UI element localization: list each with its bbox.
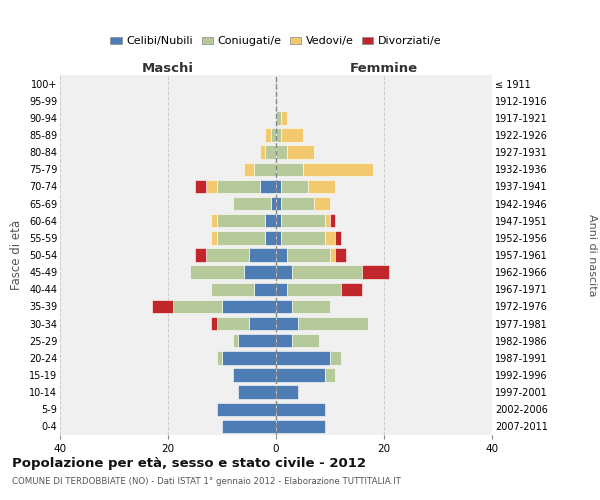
Bar [276, 146, 287, 159]
Bar [271, 128, 276, 141]
Bar [265, 231, 276, 244]
Y-axis label: Fasce di età: Fasce di età [10, 220, 23, 290]
Bar [249, 317, 276, 330]
Bar [260, 180, 276, 193]
Bar [325, 214, 330, 228]
Bar [281, 214, 325, 228]
Bar [217, 351, 222, 364]
Bar [281, 128, 303, 141]
Bar [276, 334, 292, 347]
Bar [222, 420, 276, 433]
Bar [244, 162, 254, 176]
Bar [276, 368, 325, 382]
Bar [276, 420, 325, 433]
Bar [195, 180, 206, 193]
Bar [276, 300, 292, 313]
Bar [222, 351, 276, 364]
Bar [276, 351, 330, 364]
Bar [362, 266, 389, 279]
Bar [271, 197, 276, 210]
Bar [233, 368, 276, 382]
Bar [281, 231, 325, 244]
Bar [238, 386, 276, 399]
Bar [276, 231, 281, 244]
Bar [265, 128, 271, 141]
Bar [287, 146, 314, 159]
Bar [335, 248, 346, 262]
Bar [217, 317, 249, 330]
Bar [325, 368, 335, 382]
Bar [211, 282, 254, 296]
Bar [265, 146, 276, 159]
Bar [330, 214, 335, 228]
Bar [276, 197, 281, 210]
Bar [217, 214, 265, 228]
Bar [308, 180, 335, 193]
Bar [206, 248, 249, 262]
Bar [287, 248, 330, 262]
Bar [341, 282, 362, 296]
Bar [276, 248, 287, 262]
Bar [211, 317, 217, 330]
Bar [292, 300, 330, 313]
Bar [217, 402, 276, 416]
Bar [281, 111, 287, 124]
Bar [233, 197, 271, 210]
Bar [173, 300, 222, 313]
Bar [276, 128, 281, 141]
Bar [254, 162, 276, 176]
Bar [265, 214, 276, 228]
Bar [249, 248, 276, 262]
Bar [217, 180, 260, 193]
Bar [325, 231, 335, 244]
Bar [195, 248, 206, 262]
Bar [276, 386, 298, 399]
Bar [260, 146, 265, 159]
Legend: Celibi/Nubili, Coniugati/e, Vedovi/e, Divorziati/e: Celibi/Nubili, Coniugati/e, Vedovi/e, Di… [106, 32, 446, 51]
Bar [211, 214, 217, 228]
Bar [287, 282, 341, 296]
Bar [152, 300, 173, 313]
Text: Anni di nascita: Anni di nascita [587, 214, 597, 296]
Bar [276, 282, 287, 296]
Bar [303, 162, 373, 176]
Bar [330, 351, 341, 364]
Text: Maschi: Maschi [142, 62, 194, 75]
Bar [190, 266, 244, 279]
Bar [222, 300, 276, 313]
Bar [206, 180, 217, 193]
Bar [276, 180, 281, 193]
Bar [217, 231, 265, 244]
Bar [314, 197, 330, 210]
Bar [276, 214, 281, 228]
Bar [276, 266, 292, 279]
Bar [211, 231, 217, 244]
Bar [276, 317, 298, 330]
Text: Popolazione per età, sesso e stato civile - 2012: Popolazione per età, sesso e stato civil… [12, 458, 366, 470]
Text: COMUNE DI TERDOBBIATE (NO) - Dati ISTAT 1° gennaio 2012 - Elaborazione TUTTITALI: COMUNE DI TERDOBBIATE (NO) - Dati ISTAT … [12, 478, 401, 486]
Bar [276, 111, 281, 124]
Bar [292, 266, 362, 279]
Bar [281, 180, 308, 193]
Bar [244, 266, 276, 279]
Bar [292, 334, 319, 347]
Bar [276, 402, 325, 416]
Bar [238, 334, 276, 347]
Bar [276, 162, 303, 176]
Bar [330, 248, 335, 262]
Bar [281, 197, 314, 210]
Bar [233, 334, 238, 347]
Text: Femmine: Femmine [350, 62, 418, 75]
Bar [335, 231, 341, 244]
Bar [254, 282, 276, 296]
Bar [298, 317, 368, 330]
